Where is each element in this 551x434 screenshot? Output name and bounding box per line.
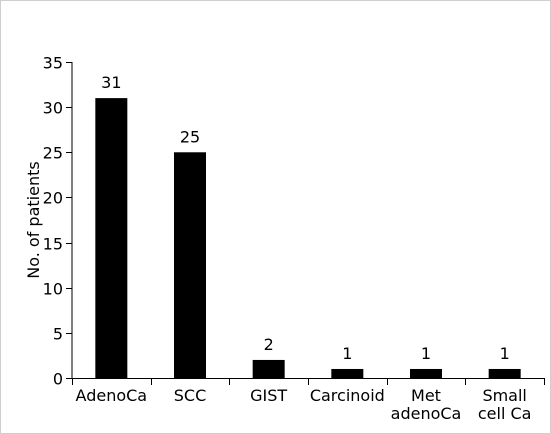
y-axis-label: No. of patients <box>24 161 43 278</box>
y-tick-label: 10 <box>43 280 63 299</box>
bar <box>252 359 285 378</box>
bar-value-label: 25 <box>180 127 200 146</box>
x-category-label: Met adenoCa <box>391 386 462 423</box>
bar <box>174 152 206 378</box>
bar-value-label: 1 <box>342 344 352 363</box>
y-tick-label: 15 <box>43 235 63 254</box>
bar-value-label: 1 <box>421 344 431 363</box>
bar-value-label: 31 <box>101 73 121 92</box>
x-category-label: GIST <box>250 386 287 405</box>
y-tick-label: 20 <box>43 189 63 208</box>
x-category-label: AdenoCa <box>76 386 148 405</box>
x-category-label: SCC <box>174 386 207 405</box>
bar <box>410 368 442 378</box>
y-tick-label: 35 <box>43 54 63 73</box>
y-tick-label: 25 <box>43 144 63 163</box>
y-tick-label: 5 <box>53 325 63 344</box>
bars <box>95 98 521 378</box>
bar <box>488 368 521 378</box>
y-axis: 0 5 10 15 20 25 30 35 <box>43 54 73 389</box>
x-axis <box>72 378 545 385</box>
category-labels: AdenoCa SCC GIST Carcinoid Met adenoCa Small ce… <box>76 386 532 423</box>
bar <box>331 368 364 378</box>
y-tick-label: 30 <box>43 99 63 118</box>
x-category-label: Carcinoid <box>310 386 385 405</box>
bar-data-labels: 31 25 2 1 1 1 <box>101 73 510 363</box>
x-category-label: Small cell Ca <box>478 386 532 423</box>
bar-value-label: 2 <box>264 335 274 354</box>
y-tick-label: 0 <box>53 370 63 389</box>
bar-value-label: 1 <box>500 344 510 363</box>
bar <box>95 98 128 378</box>
